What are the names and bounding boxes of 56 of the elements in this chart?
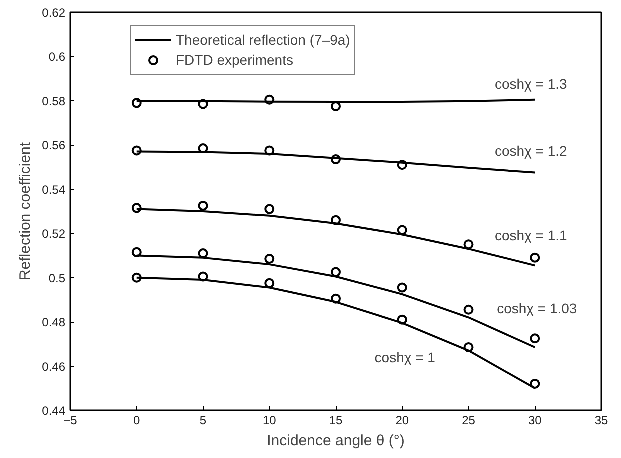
point bbox=[264, 146, 275, 156]
annotation: coshχ = 1.03 bbox=[497, 300, 578, 316]
point bbox=[464, 342, 474, 352]
x-tick-label: 25 bbox=[462, 414, 476, 428]
x-tick-label: 5 bbox=[200, 414, 207, 428]
x-axis-title: Incidence angle θ (°) bbox=[267, 432, 405, 450]
point bbox=[264, 254, 275, 264]
legend-label: FDTD experiments bbox=[176, 52, 294, 68]
y-tick-label: 0.44 bbox=[42, 404, 66, 418]
annotation: coshχ = 1.2 bbox=[494, 142, 568, 159]
point bbox=[464, 240, 474, 250]
point bbox=[331, 294, 341, 304]
point bbox=[198, 272, 208, 282]
x-tick-label: −5 bbox=[64, 414, 78, 428]
point bbox=[132, 146, 142, 156]
point bbox=[331, 154, 341, 165]
y-tick-label: 0.6 bbox=[48, 50, 66, 64]
y-tick-label: 0.56 bbox=[42, 138, 66, 153]
y-tick-label: 0.62 bbox=[42, 6, 66, 20]
point bbox=[132, 203, 142, 214]
point bbox=[264, 278, 275, 288]
y-tick-label: 0.5 bbox=[48, 271, 66, 286]
x-tick-label: 20 bbox=[396, 414, 410, 428]
point bbox=[132, 98, 142, 108]
legend-label: Theoretical reflection (7–9a) bbox=[176, 32, 350, 48]
x-tick-label: 35 bbox=[594, 414, 608, 428]
point bbox=[397, 314, 408, 325]
y-tick-label: 0.48 bbox=[42, 316, 66, 330]
point bbox=[530, 252, 540, 263]
y-tick-label: 0.58 bbox=[42, 94, 66, 108]
y-axis-title: Reflection coefficient bbox=[17, 142, 34, 281]
point bbox=[132, 247, 142, 258]
x-tick-label: 10 bbox=[262, 414, 277, 428]
y-tick-label: 0.52 bbox=[42, 227, 66, 242]
point bbox=[530, 378, 540, 389]
point bbox=[397, 160, 408, 170]
annotation: coshχ = 1 bbox=[374, 349, 436, 366]
point bbox=[198, 99, 208, 110]
point bbox=[198, 248, 208, 259]
y-tick-label: 0.54 bbox=[42, 182, 66, 197]
x-tick-label: 0 bbox=[134, 414, 141, 428]
x-tick-label: 30 bbox=[528, 414, 542, 428]
annotation: coshχ = 1.1 bbox=[494, 228, 568, 244]
point bbox=[331, 267, 341, 278]
point bbox=[464, 304, 474, 315]
point bbox=[530, 334, 540, 344]
y-tick-label: 0.46 bbox=[42, 360, 66, 374]
point bbox=[198, 143, 208, 154]
point bbox=[198, 200, 208, 211]
point bbox=[397, 225, 408, 236]
point bbox=[264, 204, 275, 214]
point bbox=[331, 215, 341, 226]
annotation: coshχ = 1.3 bbox=[494, 76, 568, 92]
point bbox=[397, 282, 408, 293]
point bbox=[264, 94, 275, 105]
x-tick-label: 15 bbox=[329, 414, 343, 428]
